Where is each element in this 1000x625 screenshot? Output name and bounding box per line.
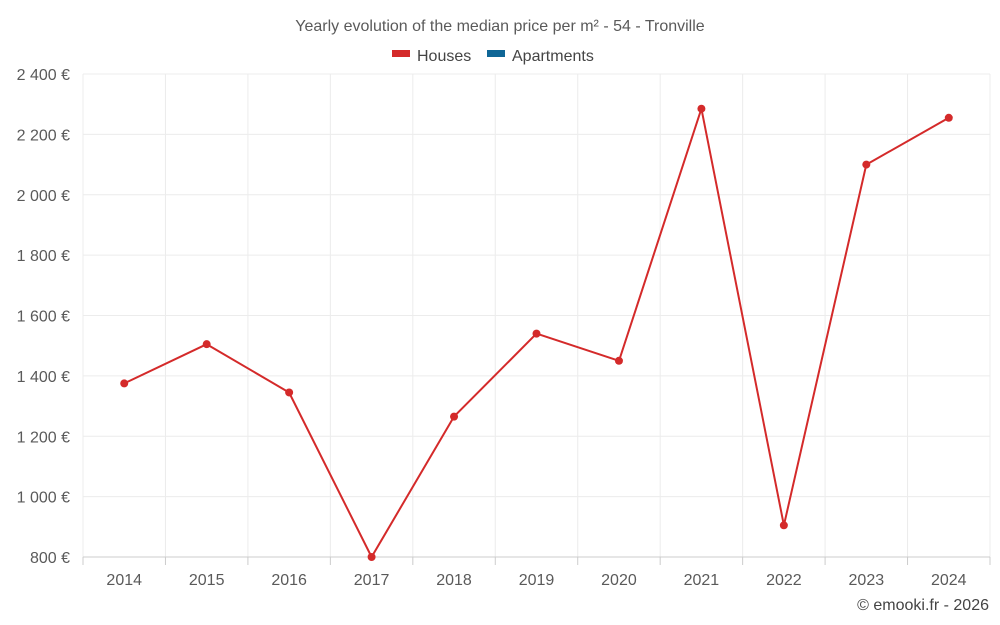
data-point[interactable] (202, 340, 211, 349)
data-point[interactable] (697, 104, 706, 113)
data-point[interactable] (532, 329, 541, 338)
legend-label-houses[interactable]: Houses (417, 48, 471, 65)
x-tick-label: 2017 (354, 572, 390, 589)
series-houses (120, 104, 953, 561)
x-tick-label: 2015 (189, 572, 225, 589)
y-tick-label: 800 € (30, 550, 70, 567)
x-tick-label: 2023 (849, 572, 885, 589)
x-tick-label: 2021 (684, 572, 720, 589)
x-tick-label: 2020 (601, 572, 637, 589)
data-point[interactable] (450, 412, 459, 421)
y-tick-label: 1 200 € (17, 429, 70, 446)
data-point[interactable] (779, 521, 788, 530)
data-point[interactable] (614, 356, 623, 365)
data-point[interactable] (367, 553, 376, 561)
grid (82, 73, 991, 557)
x-tick-label: 2018 (436, 572, 472, 589)
data-point[interactable] (944, 113, 953, 122)
y-tick-label: 2 000 € (17, 188, 70, 205)
legend: Houses Apartments (392, 48, 594, 65)
x-tick-label: 2022 (766, 572, 802, 589)
y-tick-label: 1 600 € (17, 309, 70, 326)
x-tick-label: 2014 (106, 572, 142, 589)
data-point[interactable] (120, 379, 129, 388)
y-tick-label: 2 200 € (17, 127, 70, 144)
x-axis: 2014 2015 2016 2017 2018 2019 2020 2021 2022 2023… (82, 556, 991, 589)
y-axis: 800 € 1 000 € 1 200 € 1 400 € 1 600 € 1 800 €… (17, 67, 70, 567)
y-tick-label: 1 400 € (17, 369, 70, 386)
legend-swatch-apartments (487, 50, 505, 57)
credit-text: © emooki.fr - 2026 (857, 597, 989, 614)
y-tick-label: 1 800 € (17, 248, 70, 265)
legend-label-apartments[interactable]: Apartments (512, 48, 594, 65)
y-tick-label: 2 400 € (17, 67, 70, 84)
y-tick-label: 1 000 € (17, 490, 70, 507)
x-tick-label: 2019 (519, 572, 555, 589)
data-point[interactable] (862, 160, 871, 169)
data-point[interactable] (285, 388, 294, 397)
x-tick-label: 2024 (931, 572, 967, 589)
legend-swatch-houses (392, 50, 410, 57)
x-tick-label: 2016 (271, 572, 307, 589)
chart-title: Yearly evolution of the median price per… (295, 18, 704, 35)
